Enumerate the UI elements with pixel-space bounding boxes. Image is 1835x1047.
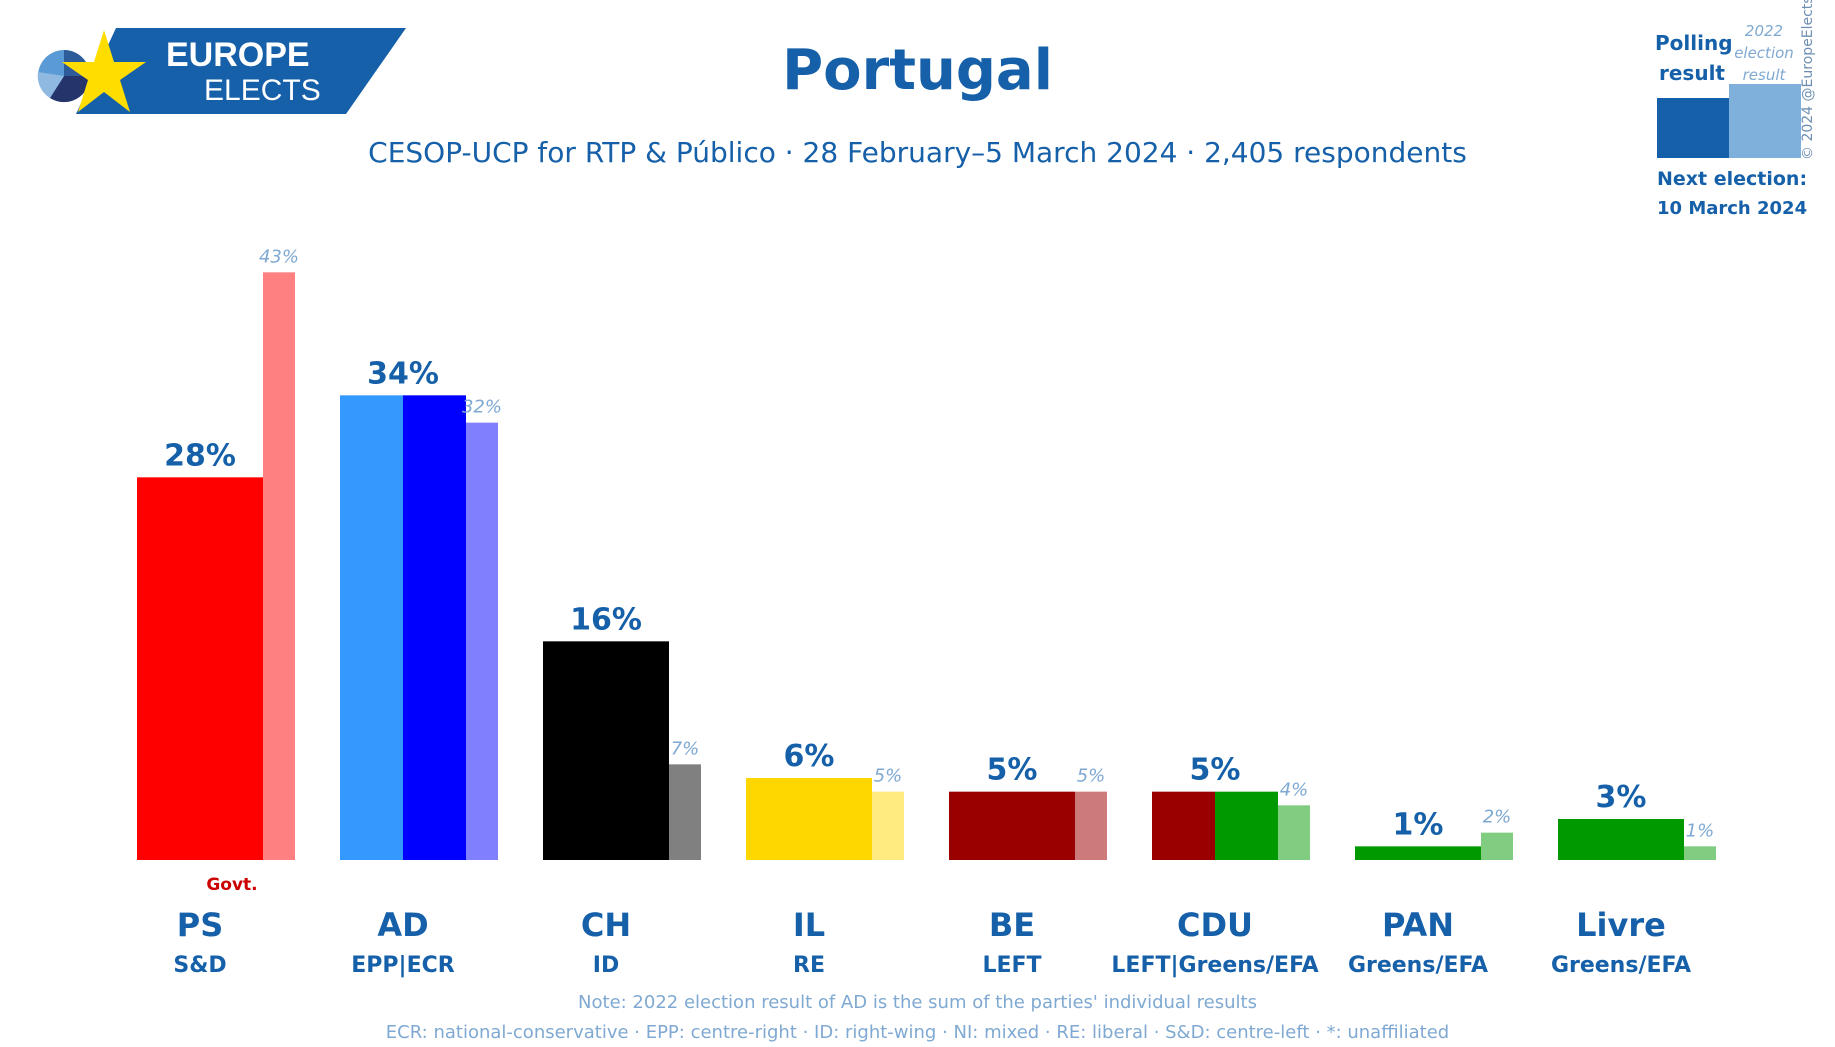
legend-prev-line1: 2022 — [1744, 22, 1784, 40]
poll-bar-cdu-segment-1 — [1152, 791, 1215, 860]
legend-prev-swatch — [1729, 84, 1801, 158]
poll-bar-cdu-segment-2 — [1215, 791, 1278, 860]
prev-value-label-ps: 43% — [259, 246, 299, 267]
party-group-ps: S&D — [173, 953, 226, 978]
party-name-ch: CH — [581, 906, 631, 944]
poll-bar-be — [949, 791, 1075, 860]
footer-glossary: ECR: national-conservative · EPP: centre… — [385, 1022, 1450, 1043]
prev-value-label-il: 5% — [874, 766, 903, 787]
party-group-livre: Greens/EFA — [1551, 953, 1691, 978]
logo-text-europe: EUROPE — [166, 36, 310, 74]
prev-bar-il — [872, 791, 904, 860]
legend: Polling result 2022 election result Next… — [1655, 20, 1825, 230]
party-name-ps: PS — [177, 906, 224, 944]
prev-bar-pan — [1481, 832, 1513, 860]
prev-value-label-livre: 1% — [1686, 820, 1715, 841]
prev-value-label-ch: 7% — [671, 738, 700, 759]
party-group-pan: Greens/EFA — [1348, 953, 1488, 978]
next-election-label: Next election: — [1657, 168, 1808, 190]
poll-value-label-livre: 3% — [1596, 780, 1647, 815]
party-group-cdu: LEFT|Greens/EFA — [1111, 953, 1318, 978]
legend-polling-line1: Polling — [1655, 31, 1733, 55]
party-group-ad: EPP|ECR — [351, 953, 454, 978]
poll-value-label-be: 5% — [987, 753, 1038, 788]
poll-bar-pan — [1355, 846, 1481, 860]
prev-bar-ch — [669, 764, 701, 860]
legend-prev-line3: result — [1742, 66, 1786, 84]
legend-polling-line2: result — [1659, 61, 1725, 85]
poll-value-label-pan: 1% — [1393, 807, 1444, 842]
party-name-livre: Livre — [1576, 906, 1666, 944]
prev-bar-ad — [466, 422, 498, 860]
europe-elects-logo: EUROPE ELECTS — [37, 28, 406, 114]
prev-value-label-pan: 2% — [1483, 807, 1512, 828]
poll-bar-il — [746, 778, 872, 860]
legend-prev-label: 2022 election result — [1727, 20, 1801, 86]
page-subtitle: CESOP-UCP for RTP & Público · 28 Februar… — [368, 136, 1467, 169]
government-label: Govt. — [206, 875, 257, 895]
logo-text-elects: ELECTS — [204, 74, 321, 107]
prev-value-label-cdu: 4% — [1280, 779, 1309, 800]
next-election-date: 10 March 2024 — [1657, 198, 1808, 219]
poll-bar-livre — [1558, 819, 1684, 860]
poll-value-label-ps: 28% — [164, 438, 236, 473]
page-title: Portugal — [782, 38, 1053, 103]
footer-note: Note: 2022 election result of AD is the … — [578, 992, 1257, 1013]
legend-prev-line2: election — [1734, 44, 1794, 62]
party-name-be: BE — [989, 906, 1035, 944]
party-group-be: LEFT — [982, 953, 1041, 978]
party-name-cdu: CDU — [1177, 906, 1253, 944]
party-name-pan: PAN — [1382, 906, 1454, 944]
prev-bar-livre — [1684, 846, 1716, 860]
poll-bar-ad-segment-2 — [403, 395, 466, 860]
prev-value-label-ad: 32% — [462, 397, 502, 418]
poll-value-label-il: 6% — [784, 739, 835, 774]
party-name-il: IL — [793, 906, 825, 944]
poll-value-label-ch: 16% — [570, 602, 642, 637]
legend-polling-label: Polling result — [1655, 28, 1733, 88]
party-group-il: RE — [793, 953, 825, 978]
poll-bar-ad-segment-1 — [340, 395, 403, 860]
prev-bar-ps — [263, 272, 295, 860]
poll-value-label-ad: 34% — [367, 356, 439, 391]
legend-polling-swatch — [1657, 98, 1729, 158]
poll-bar-ps — [137, 477, 263, 860]
prev-bar-cdu — [1278, 805, 1310, 860]
poll-value-label-cdu: 5% — [1190, 753, 1241, 788]
poll-bar-ch — [543, 641, 669, 860]
party-name-ad: AD — [377, 906, 428, 944]
prev-bar-be — [1075, 791, 1107, 860]
party-group-ch: ID — [593, 953, 619, 978]
prev-value-label-be: 5% — [1077, 766, 1106, 787]
